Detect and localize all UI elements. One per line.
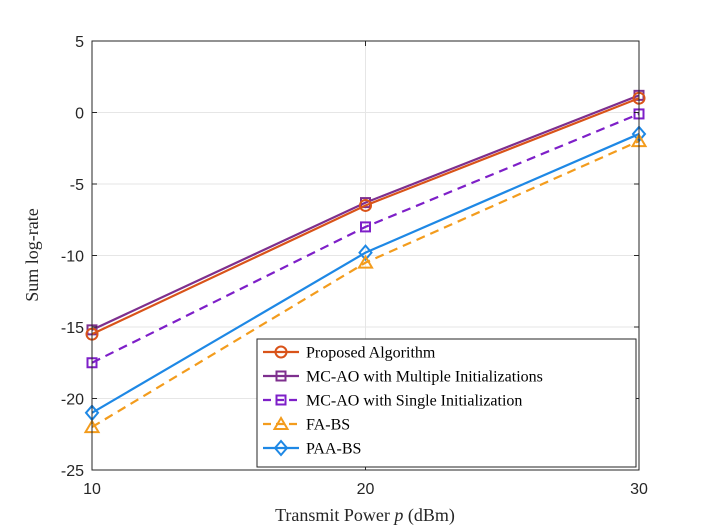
y-tick-labels: 5 0 -5 -10 -15 -20 -25 [61,34,84,480]
legend-box [256,338,637,468]
x-tick-label: 20 [357,481,375,498]
legend-marker [274,345,288,359]
y-axis-title: Sum log-rate [22,208,42,301]
series-1 [85,91,646,341]
legend-marker [273,439,289,457]
y-tick-label: -10 [61,249,84,266]
legend-label: FA-BS [306,417,350,434]
legend-label: MC-AO with Multiple Initializations [306,369,543,386]
legend-label: Proposed Algorithm [306,345,436,362]
series-line [91,112,640,364]
legend-label: MC-AO with Single Initialization [306,393,522,410]
y-tick-label: 0 [75,106,84,123]
legend-entry-2: MC-AO with Multiple Initializations [263,369,543,386]
legend-marker [275,394,287,406]
legend-marker [272,416,290,430]
series-line [91,140,640,429]
legend-entry-4: FA-BS [263,416,350,434]
series-line [91,97,640,336]
tick-marks [91,40,640,471]
legend-entry-5: PAA-BS [263,439,361,458]
x-tick-label: 10 [83,481,101,498]
x-tick-label: 30 [630,481,648,498]
y-tick-label: -15 [61,320,84,337]
series-line [91,94,640,331]
legend-entry-1: Proposed Algorithm [263,345,436,362]
y-tick-label: 5 [75,34,84,51]
data-point [357,254,374,269]
x-axis-title-suffix: (dBm) [403,505,455,526]
x-axis-title-variable: p [392,505,403,525]
x-axis-title: Transmit Power p (dBm) [275,505,455,526]
y-tick-label: -20 [61,392,84,409]
legend-entry-3: MC-AO with Single Initialization [263,393,522,410]
data-point [358,244,373,262]
series-line [91,132,640,414]
data-point [360,221,371,233]
legend: Proposed Algorithm MC-AO with Multiple In… [256,338,637,468]
series-layer [83,89,648,434]
x-tick-labels: 10 20 30 [83,481,648,498]
x-axis-title-prefix: Transmit Power [275,505,394,525]
legend-label: PAA-BS [306,441,361,458]
legend-marker [275,370,287,382]
y-tick-label: -5 [70,177,84,194]
y-tick-label: -25 [61,463,84,480]
data-point [359,198,372,212]
